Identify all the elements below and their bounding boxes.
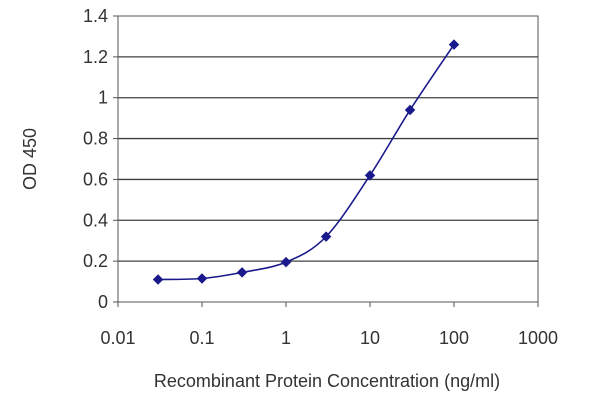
plot-area — [117, 15, 539, 303]
y-axis-label: OD 450 — [20, 128, 40, 190]
y-tick-label: 0.8 — [83, 129, 108, 149]
data-point-marker — [196, 273, 208, 284]
y-tick-label: 0 — [98, 292, 108, 312]
y-tick-labels: 0 0.2 0.4 0.6 0.8 1 1.2 1.4 — [83, 6, 108, 312]
x-tick-label: 1 — [281, 328, 291, 348]
data-point-marker — [364, 169, 376, 181]
x-tick-label: 0.1 — [189, 328, 214, 348]
x-axis-label: Recombinant Protein Concentration (ng/ml… — [154, 371, 500, 391]
y-tick-label: 1 — [98, 88, 108, 108]
y-tick-label: 0.6 — [83, 169, 108, 189]
x-tick-labels: 0.01 0.1 1 10 100 1000 — [100, 328, 558, 348]
data-point-marker — [236, 267, 248, 278]
x-tick-label: 10 — [360, 328, 380, 348]
gridlines — [118, 56, 538, 262]
data-series — [152, 39, 460, 285]
y-tick-label: 1.2 — [83, 47, 108, 67]
x-tick-label: 100 — [439, 328, 469, 348]
data-point-marker — [448, 39, 460, 50]
y-tick-label: 0.2 — [83, 251, 108, 271]
data-point-marker — [320, 231, 332, 242]
data-point-marker — [152, 274, 164, 285]
axes — [113, 15, 539, 307]
data-point-marker — [404, 104, 416, 116]
x-tick-label: 0.01 — [100, 328, 135, 348]
y-tick-label: 0.4 — [83, 210, 108, 230]
data-point-marker — [280, 256, 292, 268]
y-tick-label: 1.4 — [83, 6, 108, 26]
x-tick-label: 1000 — [518, 328, 558, 348]
